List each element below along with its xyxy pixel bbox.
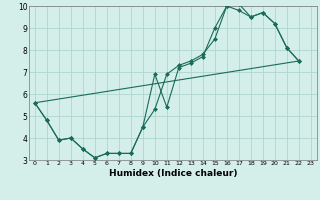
X-axis label: Humidex (Indice chaleur): Humidex (Indice chaleur) bbox=[108, 169, 237, 178]
